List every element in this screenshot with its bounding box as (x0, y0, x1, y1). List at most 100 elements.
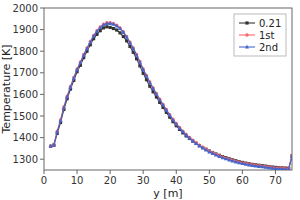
point (121, 30, 125, 34)
point (240, 161, 244, 165)
point (125, 35, 129, 39)
legend-marker (245, 45, 249, 49)
point (49, 145, 52, 148)
point (254, 164, 258, 168)
point (82, 53, 86, 57)
y-tick (40, 72, 44, 73)
point (151, 86, 155, 90)
legend-label: 2nd (259, 42, 278, 53)
point (187, 136, 191, 140)
point (138, 60, 142, 64)
point (227, 158, 231, 162)
point (244, 162, 248, 166)
point (211, 151, 215, 155)
point (234, 160, 238, 164)
point (72, 76, 76, 80)
point (105, 21, 108, 24)
y-tick-label: 1600 (13, 89, 38, 100)
y-tick-label: 1400 (13, 132, 38, 143)
point (98, 25, 102, 29)
point (197, 144, 201, 148)
point (284, 167, 287, 170)
legend-label: 0.21 (259, 18, 281, 29)
legend-marker (245, 21, 248, 24)
x-tick-label: 10 (71, 175, 84, 186)
y-axis-label: Temperature [K] (0, 45, 13, 135)
x-tick-label: 60 (236, 175, 249, 186)
point (118, 31, 121, 34)
y-tick-label: 1300 (13, 154, 38, 165)
y-tick (40, 137, 44, 138)
point (131, 46, 135, 50)
point (128, 41, 132, 45)
point (277, 167, 281, 170)
point (273, 166, 277, 170)
x-tick-label: 70 (269, 175, 282, 186)
point (181, 130, 185, 134)
point (55, 130, 59, 134)
y-tick (40, 51, 44, 52)
x-tick-label: 0 (41, 175, 47, 186)
point (118, 26, 122, 30)
point (267, 165, 271, 169)
y-tick-label: 1700 (13, 67, 38, 78)
x-tick (77, 170, 78, 174)
legend-label: 1st (259, 30, 275, 41)
point (270, 166, 274, 170)
point (184, 133, 188, 137)
point (191, 139, 195, 143)
point (59, 118, 62, 121)
point (201, 146, 205, 150)
point (92, 34, 96, 38)
point (68, 85, 72, 89)
point (221, 155, 225, 159)
point (290, 154, 292, 157)
point (260, 165, 264, 169)
point (88, 40, 92, 44)
legend: 0.211st2nd (234, 14, 286, 56)
point (290, 154, 292, 157)
legend-box (234, 14, 286, 56)
plot-frame (44, 8, 292, 170)
point (277, 166, 280, 169)
point (287, 167, 290, 170)
point (56, 129, 59, 132)
point (154, 92, 158, 96)
point (283, 167, 287, 170)
point (194, 141, 198, 145)
point (214, 153, 218, 157)
y-tick (40, 29, 44, 30)
point (85, 46, 89, 50)
point (65, 95, 69, 99)
point (280, 167, 283, 170)
point (122, 35, 125, 38)
x-tick (110, 170, 111, 174)
point (59, 118, 63, 122)
point (62, 105, 66, 109)
point (280, 167, 284, 170)
point (257, 164, 261, 168)
y-tick-label: 2000 (13, 3, 38, 14)
x-axis-label: y [m] (153, 187, 182, 200)
x-tick (143, 170, 144, 174)
point (224, 157, 228, 161)
point (49, 144, 53, 148)
point (109, 26, 112, 29)
y-tick (40, 116, 44, 117)
point (75, 67, 79, 71)
point (230, 159, 234, 163)
point (247, 163, 251, 167)
x-tick (176, 170, 177, 174)
point (168, 113, 172, 117)
x-tick (209, 170, 210, 174)
legend-marker (245, 33, 248, 36)
point (52, 143, 55, 146)
x-tick-label: 50 (203, 175, 216, 186)
point (111, 22, 115, 26)
y-tick (40, 94, 44, 95)
point (178, 126, 182, 130)
point (174, 122, 178, 126)
point (145, 74, 149, 78)
point (102, 23, 106, 27)
y-tick-label: 1900 (13, 24, 38, 35)
